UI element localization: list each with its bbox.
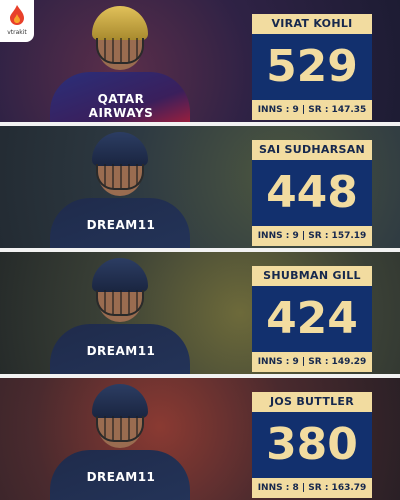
divider <box>0 248 400 252</box>
helmet-grille <box>96 416 144 442</box>
helmet-grille <box>96 38 144 64</box>
player-jersey <box>50 198 190 248</box>
jersey-sponsor: DREAM11 <box>86 218 156 232</box>
flame-icon <box>10 5 24 25</box>
jersey-sponsor: DREAM11 <box>86 344 156 358</box>
divider <box>0 374 400 378</box>
helmet-grille <box>96 290 144 316</box>
stat-card: SAI SUDHARSAN 448 INNS : 9 | SR : 157.19 <box>252 140 372 246</box>
player-name: VIRAT KOHLI <box>252 14 372 34</box>
brand-name: vtrakit <box>7 29 27 36</box>
player-helmet <box>92 132 148 166</box>
player-jersey <box>50 324 190 374</box>
innings-strike-rate: INNS : 9 | SR : 149.29 <box>252 352 372 372</box>
innings-strike-rate: INNS : 9 | SR : 157.19 <box>252 226 372 246</box>
player-name: SHUBMAN GILL <box>252 266 372 286</box>
player-jersey <box>50 72 190 122</box>
stat-card: VIRAT KOHLI 529 INNS : 9 | SR : 147.35 <box>252 14 372 120</box>
player-panel-2: DREAM11 SAI SUDHARSAN 448 INNS : 9 | SR … <box>0 126 400 248</box>
player-helmet <box>92 384 148 418</box>
player-panel-1: QATAR AIRWAYS VIRAT KOHLI 529 INNS : 9 |… <box>0 0 400 122</box>
player-panel-3: DREAM11 SHUBMAN GILL 424 INNS : 9 | SR :… <box>0 252 400 374</box>
brand-logo: vtrakit <box>0 0 34 42</box>
player-helmet <box>92 258 148 292</box>
player-photo: DREAM11 <box>40 126 200 248</box>
player-photo: DREAM11 <box>40 378 200 500</box>
player-name: SAI SUDHARSAN <box>252 140 372 160</box>
runs-value: 424 <box>252 286 372 352</box>
innings-strike-rate: INNS : 9 | SR : 147.35 <box>252 100 372 120</box>
innings-strike-rate: INNS : 8 | SR : 163.79 <box>252 478 372 498</box>
jersey-sponsor: DREAM11 <box>86 470 156 484</box>
jersey-sponsor: QATAR AIRWAYS <box>88 92 154 120</box>
runs-value: 529 <box>252 34 372 100</box>
stat-card: JOS BUTTLER 380 INNS : 8 | SR : 163.79 <box>252 392 372 498</box>
player-name: JOS BUTTLER <box>252 392 372 412</box>
player-photo: QATAR AIRWAYS <box>40 0 200 122</box>
stat-card: SHUBMAN GILL 424 INNS : 9 | SR : 149.29 <box>252 266 372 372</box>
player-jersey <box>50 450 190 500</box>
player-helmet <box>92 6 148 40</box>
player-panel-4: DREAM11 JOS BUTTLER 380 INNS : 8 | SR : … <box>0 378 400 500</box>
runs-value: 380 <box>252 412 372 478</box>
divider <box>0 122 400 126</box>
helmet-grille <box>96 164 144 190</box>
runs-value: 448 <box>252 160 372 226</box>
player-photo: DREAM11 <box>40 252 200 374</box>
